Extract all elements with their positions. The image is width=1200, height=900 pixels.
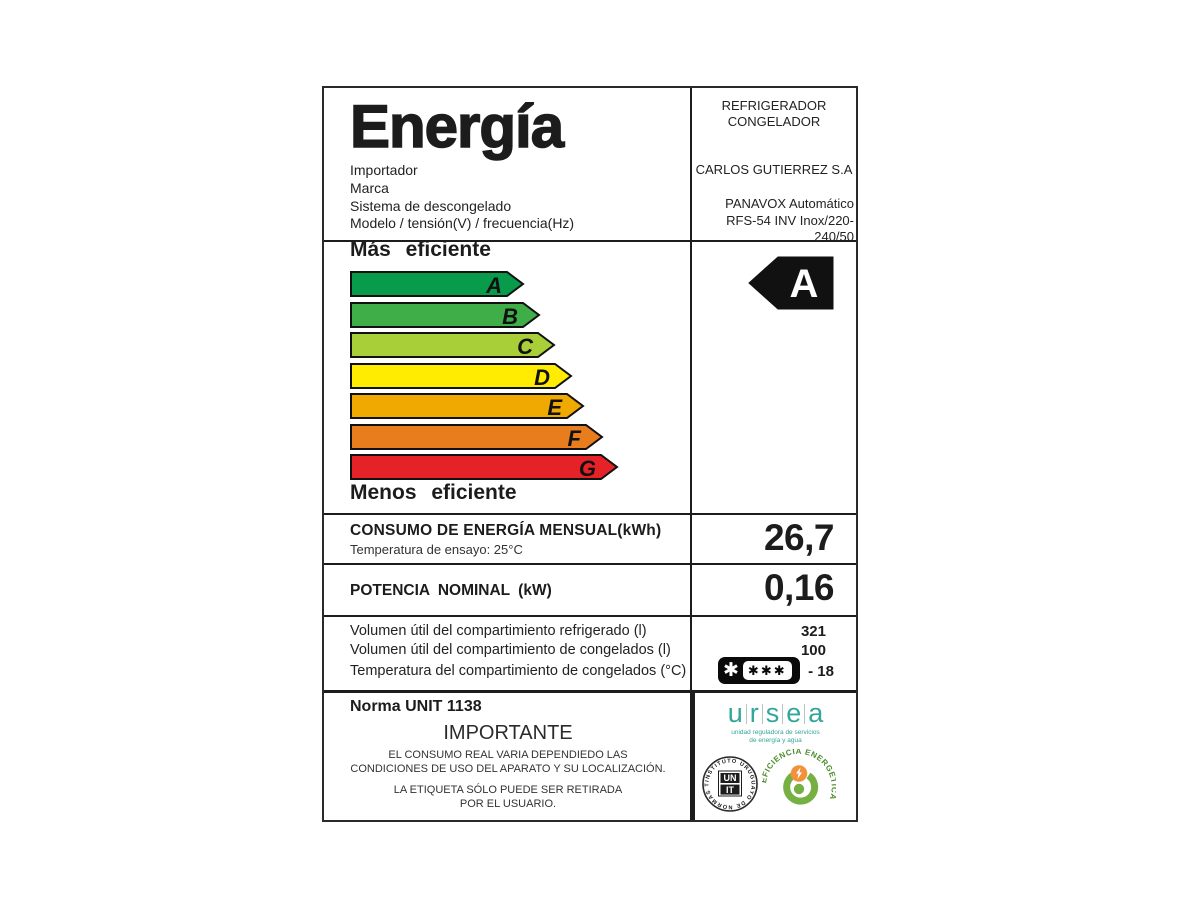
header-values: REFRIGERADOR CONGELADOR CARLOS GUTIERREZ… (694, 98, 854, 244)
power-row: POTENCIA NOMINAL (kW) 0,16 (324, 565, 856, 617)
divider-header (324, 240, 856, 242)
scale-bottom-label: Menos eficiente (350, 481, 517, 504)
freezer-star-rating: ✱ ✱✱✱ (718, 657, 800, 684)
ursea-separator (804, 703, 806, 724)
ursea-separator (745, 703, 747, 724)
divider-scale (324, 513, 856, 515)
unit-seal-center-bottom: IT (726, 785, 735, 795)
volume-freezer-label: Volumen útil del compartimiento de conge… (350, 642, 671, 658)
consumption-row: CONSUMO DE ENERGÍA MENSUAL(kWh) Temperat… (324, 515, 856, 563)
field-label-importer: Importador (350, 162, 418, 178)
volume-freezer-value: 100 (800, 642, 826, 659)
rating-bar-E: E (350, 393, 585, 420)
ursea-letter: a (808, 698, 824, 728)
bar-letter-C: C (517, 334, 534, 359)
bar-letter-D: D (534, 365, 550, 390)
divider-consumption (324, 563, 856, 565)
field-label-model: Modelo / tensión(V) / frecuencia(Hz) (350, 215, 575, 232)
removal-text: LA ETIQUETA SÓLO PUEDE SER RETIRADA POR … (393, 784, 623, 810)
energy-label: Energía Importador Marca Sistema de desc… (322, 86, 858, 822)
volume-fridge-value: 321 (800, 623, 826, 640)
rating-bar-D: D (350, 362, 573, 390)
model-value: RFS-54 INV Inox/220-240/50 (726, 213, 854, 244)
appliance-type: REFRIGERADOR CONGELADOR (721, 98, 827, 129)
bar-letter-F: F (568, 426, 582, 451)
norm-reference: Norma UNIT 1138 (350, 698, 482, 715)
divider-columns (690, 88, 692, 690)
brand-value: PANAVOX Automático (725, 196, 854, 211)
important-title: IMPORTANTE (443, 722, 573, 744)
field-label-brand: Marca (350, 179, 389, 196)
divider-power (324, 615, 856, 617)
divider-volumes (324, 690, 856, 693)
rating-arrow: A (748, 256, 834, 310)
rating-letter: A (790, 262, 819, 306)
header-field-labels: Importador Marca Sistema de descongelado… (350, 162, 574, 233)
important-text: EL CONSUMO REAL VARIA DEPENDIEDO LAS CON… (350, 749, 666, 775)
bar-letter-A: A (485, 273, 502, 298)
efficiency-seal-icon: EFICIENCIA ENERGETICA (762, 749, 836, 805)
ursea-letter: e (786, 698, 802, 728)
bar-letter-B: B (502, 304, 518, 329)
importer-value: CARLOS GUTIERREZ S.A (695, 162, 853, 177)
efficiency-dot (793, 783, 805, 795)
unit-seal-icon: INSTITUTO URUGUAYO DE NORMAS TECNICAS UN… (702, 756, 758, 812)
freezer-temp-label: Temperatura del compartimiento de congel… (350, 663, 687, 679)
unit-seal-center-top: UN (724, 773, 737, 783)
power-label: POTENCIA NOMINAL (kW) (350, 582, 552, 599)
lightning-bolt-icon (796, 767, 802, 779)
rating-bar-G: G (350, 454, 619, 481)
volume-fridge-label: Volumen útil del compartimiento refriger… (350, 623, 647, 639)
ursea-subtitle: unidad reguladora de servicios de energí… (731, 729, 820, 744)
divider-columns-footer (690, 690, 695, 820)
ursea-separator (761, 703, 763, 724)
scale-top-label: Más eficiente (350, 238, 491, 261)
rating-bar-C: C (350, 332, 556, 359)
ursea-letter: u (727, 698, 743, 728)
three-stars-icon: ✱✱✱ (747, 663, 787, 678)
volumes-section: Volumen útil del compartimiento refriger… (324, 617, 856, 690)
consumption-label: CONSUMO DE ENERGÍA MENSUAL(kWh) (350, 522, 662, 539)
power-value: 0,16 (763, 567, 835, 608)
rating-bar-F: F (350, 423, 604, 451)
field-label-defrost: Sistema de descongelado (350, 197, 512, 214)
page-title: Energía (349, 92, 565, 161)
ursea-letter: r (749, 698, 759, 728)
freezer-temp-value: - 18 (808, 663, 834, 680)
rating-bar-A: A (350, 271, 525, 298)
rating-bar-B: B (350, 301, 541, 329)
star-icon: ✱ (723, 660, 739, 681)
ursea-separator (782, 703, 784, 724)
consumption-sublabel: Temperatura de ensayo: 25°C (350, 542, 523, 557)
bar-letter-E: E (547, 395, 563, 420)
star-inner-box: ✱✱✱ (742, 661, 792, 680)
ursea-letter: s (765, 698, 780, 728)
consumption-value: 26,7 (763, 517, 835, 558)
bar-letter-G: G (579, 456, 596, 481)
